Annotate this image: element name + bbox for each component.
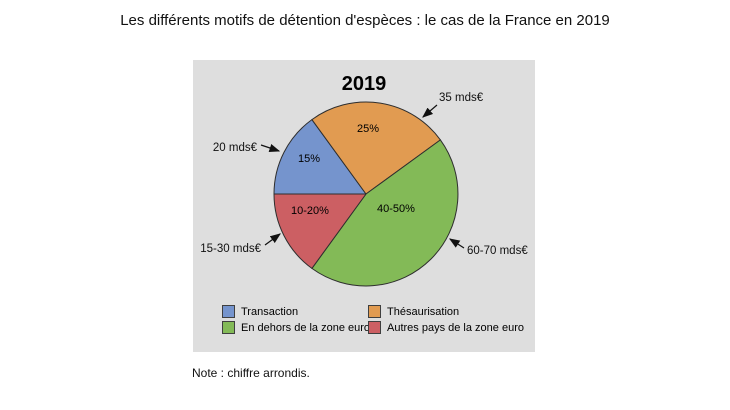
pie-chart: 15% 20 mds€ 25% 35 mds€ 40-50% 60-70 mds€ 10-2…: [200, 92, 528, 287]
pie-slice-3: [273, 193, 367, 270]
slice-share-label-1: 25%: [357, 123, 379, 135]
legend-swatch-autres-pays: [368, 321, 381, 334]
pie-slice-1: [311, 101, 442, 195]
chart-panel: 15% 20 mds€ 25% 35 mds€ 40-50% 60-70 mds€ 10-2…: [193, 60, 535, 352]
pie-slice-2: [311, 139, 459, 287]
callout-arrow-0: [260, 143, 281, 152]
legend-swatch-transaction: [222, 305, 235, 318]
slice-share-label-3: 10-20%: [291, 205, 329, 217]
callout-amount-label-1: 35 mds€: [439, 92, 484, 104]
callout-amount-label-0: 20 mds€: [213, 142, 258, 154]
callout-amount-label-2: 60-70 mds€: [467, 245, 528, 257]
callout-arrow-3: [264, 233, 281, 246]
chart-year-title: 2019: [341, 73, 387, 95]
callout-amount-label-3: 15-30 mds€: [200, 243, 261, 255]
callout-arrow-2: [448, 238, 465, 249]
legend-item-autres-pays: Autres pays de la zone euro: [368, 321, 524, 334]
pie-slice-0: [273, 118, 367, 195]
legend-label: Thésaurisation: [387, 305, 460, 318]
figure-title: Les différents motifs de détention d'esp…: [120, 12, 610, 29]
chart-legend: Transaction Thésaurisation En dehors de …: [222, 305, 524, 334]
legend-label: En dehors de la zone euro: [241, 321, 371, 334]
legend-item-transaction: Transaction: [222, 305, 368, 318]
legend-label: Autres pays de la zone euro: [387, 321, 524, 334]
callout-arrow-1: [422, 104, 438, 118]
legend-item-thesaurisation: Thésaurisation: [368, 305, 524, 318]
figure-note: Note : chiffre arrondis.: [192, 366, 310, 380]
legend-label: Transaction: [241, 305, 299, 318]
slice-share-label-2: 40-50%: [377, 203, 415, 215]
legend-swatch-thesaurisation: [368, 305, 381, 318]
legend-item-hors-zone-euro: En dehors de la zone euro: [222, 321, 371, 334]
slice-share-label-0: 15%: [298, 153, 320, 165]
legend-swatch-hors-zone-euro: [222, 321, 235, 334]
